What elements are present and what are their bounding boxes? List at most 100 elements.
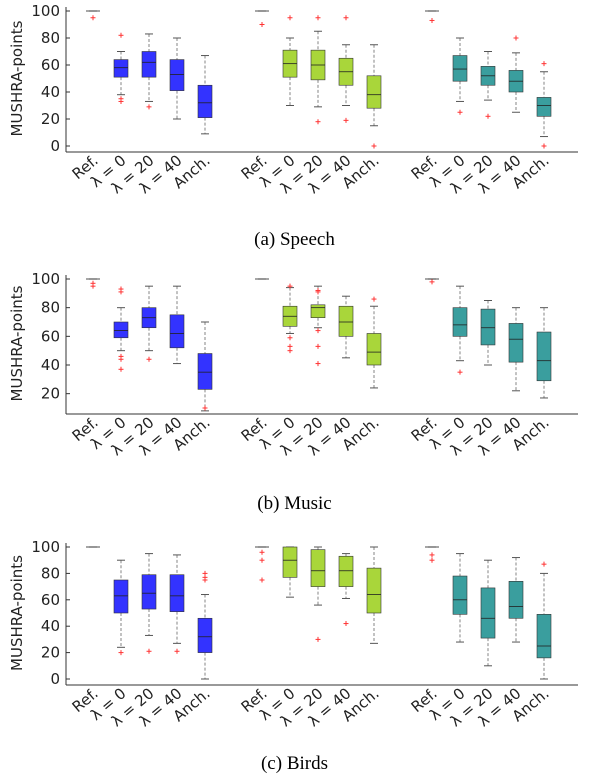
outlier-marker bbox=[259, 577, 265, 583]
box bbox=[536, 614, 552, 659]
y-tick-label: 0 bbox=[50, 137, 60, 155]
box bbox=[452, 307, 468, 337]
box bbox=[197, 353, 213, 390]
outlier-marker bbox=[315, 343, 321, 349]
outlier-marker bbox=[457, 369, 463, 375]
outlier-marker bbox=[343, 621, 349, 627]
outlier-marker bbox=[315, 119, 321, 125]
box bbox=[141, 51, 157, 78]
outlier-marker bbox=[287, 283, 293, 289]
outlier-marker bbox=[371, 143, 377, 149]
outlier-marker bbox=[146, 648, 152, 654]
y-tick-label: 40 bbox=[41, 83, 60, 101]
outlier-marker bbox=[90, 283, 96, 289]
y-tick-label: 20 bbox=[41, 644, 60, 662]
box bbox=[508, 323, 524, 363]
outlier-marker bbox=[315, 361, 321, 367]
y-tick-label: 80 bbox=[41, 299, 60, 317]
outlier-marker bbox=[429, 279, 435, 285]
box bbox=[366, 75, 382, 109]
outlier-marker bbox=[118, 650, 124, 656]
outlier-marker bbox=[429, 552, 435, 558]
outlier-marker bbox=[118, 366, 124, 372]
y-axis-label: MUSHRA-points bbox=[8, 285, 26, 401]
y-tick-label: 60 bbox=[41, 56, 60, 74]
box bbox=[169, 574, 185, 612]
y-tick-label: 60 bbox=[41, 591, 60, 609]
box bbox=[310, 549, 326, 587]
outlier-marker bbox=[118, 356, 124, 362]
box bbox=[536, 331, 552, 382]
outlier-marker bbox=[287, 343, 293, 349]
y-tick-label: 20 bbox=[41, 110, 60, 128]
box bbox=[366, 567, 382, 614]
y-tick-label: 100 bbox=[31, 538, 60, 556]
outlier-marker bbox=[541, 561, 547, 567]
outlier-marker bbox=[287, 335, 293, 341]
outlier-marker bbox=[457, 109, 463, 115]
outlier-marker bbox=[315, 289, 321, 295]
outlier-marker bbox=[146, 104, 152, 110]
outlier-marker bbox=[259, 22, 265, 27]
y-tick-label: 60 bbox=[41, 327, 60, 345]
speech-caption: (a) Speech bbox=[254, 229, 335, 250]
y-tick-label: 100 bbox=[31, 270, 60, 288]
outlier-marker bbox=[343, 117, 349, 123]
outlier-marker bbox=[541, 61, 547, 67]
box bbox=[536, 97, 552, 117]
outlier-marker bbox=[315, 15, 321, 21]
box bbox=[169, 314, 185, 349]
outlier-marker bbox=[315, 328, 321, 334]
box bbox=[480, 587, 496, 639]
y-tick-label: 0 bbox=[50, 670, 60, 688]
y-tick-label: 80 bbox=[41, 29, 60, 47]
box bbox=[480, 308, 496, 346]
box bbox=[169, 59, 185, 91]
y-axis-label: MUSHRA-points bbox=[8, 555, 26, 671]
box bbox=[310, 304, 326, 318]
outlier-marker bbox=[146, 356, 152, 362]
box bbox=[508, 581, 524, 619]
outlier-marker bbox=[541, 143, 547, 149]
box bbox=[197, 84, 213, 118]
outlier-marker bbox=[485, 113, 491, 119]
y-tick-label: 80 bbox=[41, 564, 60, 582]
outlier-marker bbox=[371, 296, 377, 302]
outlier-marker bbox=[429, 17, 435, 23]
box bbox=[338, 555, 354, 587]
outlier-marker bbox=[118, 32, 124, 38]
box bbox=[366, 333, 382, 366]
outlier-marker bbox=[429, 557, 435, 563]
box bbox=[452, 55, 468, 82]
box bbox=[113, 579, 129, 614]
outlier-marker bbox=[287, 348, 293, 354]
outlier-marker bbox=[118, 98, 124, 104]
outlier-marker bbox=[259, 557, 265, 563]
outlier-marker bbox=[202, 405, 208, 411]
y-tick-label: 20 bbox=[41, 385, 60, 403]
box bbox=[452, 575, 468, 615]
outlier-marker bbox=[513, 35, 519, 41]
y-tick-label: 40 bbox=[41, 356, 60, 374]
box bbox=[197, 617, 213, 653]
outlier-marker bbox=[287, 15, 293, 21]
outlier-marker bbox=[259, 549, 265, 555]
box bbox=[338, 305, 354, 337]
box bbox=[113, 59, 129, 78]
y-tick-label: 40 bbox=[41, 617, 60, 635]
outlier-marker bbox=[343, 15, 349, 21]
birds-caption: (c) Birds bbox=[260, 753, 328, 774]
outlier-marker bbox=[118, 289, 124, 295]
outlier-marker bbox=[202, 577, 208, 583]
box bbox=[282, 546, 298, 578]
outlier-marker bbox=[174, 648, 180, 654]
outlier-marker bbox=[90, 15, 96, 21]
box bbox=[141, 574, 157, 610]
box bbox=[113, 321, 129, 339]
